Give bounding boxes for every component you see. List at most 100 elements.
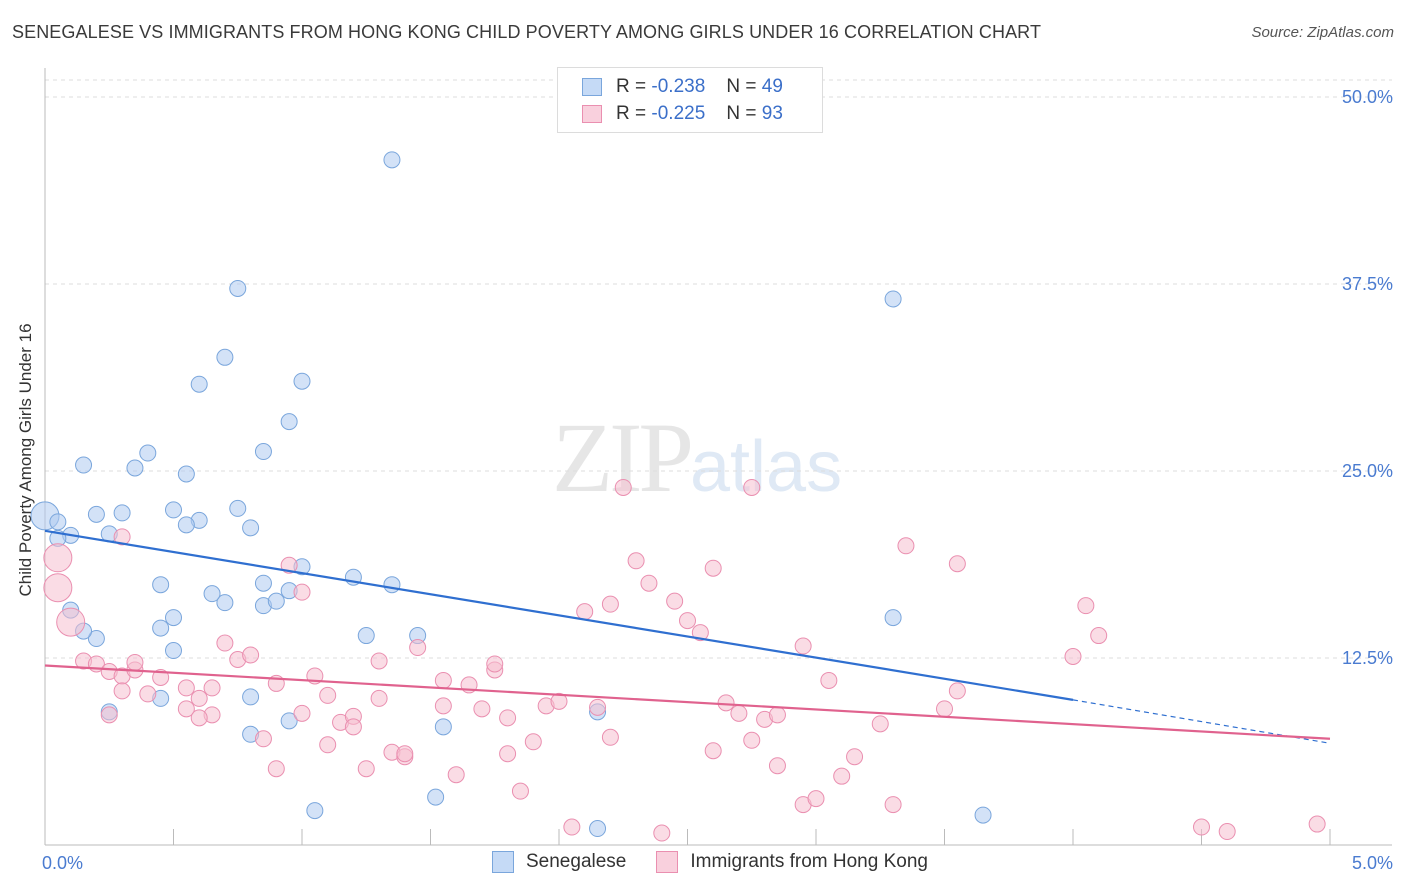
legend-swatch-blue	[492, 851, 514, 873]
hongkong-point	[267, 760, 285, 778]
senegalese-point	[139, 444, 157, 462]
hongkong-point	[43, 573, 73, 603]
legend-item-senegalese: Senegalese	[492, 851, 626, 873]
hongkong-point	[653, 824, 671, 842]
senegalese-point	[974, 806, 992, 824]
hongkong-point	[550, 692, 568, 710]
hongkong-point	[100, 706, 118, 724]
senegalese-point	[126, 459, 144, 477]
senegalese-point	[87, 630, 105, 648]
senegalese-point	[165, 609, 182, 627]
y-tick-label: 37.5%	[1342, 274, 1393, 294]
hongkong-point	[563, 818, 581, 836]
y-axis-title-wrap: Child Poverty Among Girls Under 16	[6, 300, 46, 620]
senegalese-point	[177, 465, 195, 483]
hongkong-point	[357, 760, 375, 778]
hongkong-point	[370, 689, 388, 707]
senegalese-point	[229, 279, 247, 297]
senegalese-point	[357, 627, 375, 645]
senegalese-point	[87, 505, 105, 523]
watermark-atlas: atlas	[690, 427, 843, 507]
legend-r-value: -0.238	[651, 76, 706, 97]
hongkong-point	[499, 745, 517, 763]
legend-swatch-blue	[582, 78, 602, 96]
senegalese-point	[152, 576, 170, 594]
legend-row-hongkong: R = -0.225 N = 93	[582, 103, 783, 125]
senegalese-trendline	[44, 529, 1074, 701]
hongkong-point	[640, 574, 658, 592]
senegalese-point	[216, 348, 234, 366]
hongkong-point	[704, 742, 722, 760]
legend-row-senegalese: R = -0.238 N = 49	[582, 76, 783, 98]
senegalese-point	[177, 516, 195, 534]
hongkong-point	[833, 767, 851, 785]
senegalese-point	[254, 574, 272, 592]
hongkong-point	[627, 552, 645, 570]
hongkong-point	[56, 607, 86, 637]
hongkong-point	[589, 698, 607, 716]
hongkong-point	[846, 748, 864, 766]
senegalese-point	[383, 151, 401, 169]
legend-r-label: R =	[616, 103, 647, 124]
hongkong-trendline	[44, 664, 1331, 740]
hongkong-point	[216, 634, 234, 652]
senegalese-point	[254, 443, 272, 461]
legend-label-hongkong: Immigrants from Hong Kong	[690, 851, 928, 872]
hongkong-point	[743, 478, 761, 496]
hongkong-point	[319, 686, 337, 704]
hongkong-point	[344, 718, 362, 736]
hongkong-point	[768, 706, 786, 724]
hongkong-point	[1193, 818, 1210, 836]
senegalese-point	[293, 372, 311, 390]
hongkong-point	[499, 709, 517, 727]
hongkong-point	[434, 671, 452, 689]
senegalese-point	[884, 290, 902, 308]
hongkong-point	[293, 583, 311, 601]
hongkong-point	[1077, 597, 1095, 615]
legend-n-label: N =	[726, 103, 757, 124]
y-tick-label: 12.5%	[1342, 648, 1393, 668]
senegalese-point	[229, 499, 247, 517]
series-legend: Senegalese Immigrants from Hong Kong	[492, 851, 958, 873]
hongkong-point	[434, 697, 452, 715]
hongkong-point	[768, 757, 786, 775]
senegalese-point	[203, 585, 221, 603]
hongkong-point	[1064, 648, 1082, 666]
hongkong-point	[936, 700, 953, 718]
hongkong-point	[743, 731, 761, 749]
legend-label-senegalese: Senegalese	[526, 851, 627, 872]
senegalese-point	[113, 504, 131, 522]
hongkong-point	[447, 766, 465, 784]
hongkong-point	[1308, 815, 1326, 833]
hongkong-point	[794, 637, 812, 655]
senegalese-point	[242, 519, 260, 537]
hongkong-point	[717, 694, 735, 712]
hongkong-point	[396, 745, 414, 763]
hongkong-point	[319, 736, 337, 754]
legend-swatch-pink	[582, 105, 602, 123]
hongkong-point	[190, 689, 208, 707]
hongkong-point	[242, 646, 260, 664]
legend-r-label: R =	[616, 76, 647, 97]
hongkong-point	[177, 679, 195, 697]
hongkong-point	[666, 592, 684, 610]
hongkong-point	[948, 682, 966, 700]
hongkong-point	[948, 555, 966, 573]
legend-n-value: 93	[761, 103, 783, 124]
senegalese-point	[306, 802, 324, 820]
hongkong-point	[126, 653, 144, 671]
hongkong-point	[152, 668, 170, 686]
hongkong-point	[177, 700, 195, 718]
chart-title: SENEGALESE VS IMMIGRANTS FROM HONG KONG …	[12, 22, 1042, 42]
hongkong-point	[614, 478, 632, 496]
hongkong-point	[486, 655, 504, 673]
legend-n-label: N =	[726, 76, 757, 97]
senegalese-point	[152, 619, 170, 637]
hongkong-point	[43, 543, 73, 573]
hongkong-point	[1090, 627, 1108, 645]
hongkong-point	[807, 790, 825, 808]
senegalese-point	[75, 456, 93, 474]
y-axis-title: Child Poverty Among Girls Under 16	[16, 323, 35, 597]
hongkong-point	[897, 537, 915, 555]
